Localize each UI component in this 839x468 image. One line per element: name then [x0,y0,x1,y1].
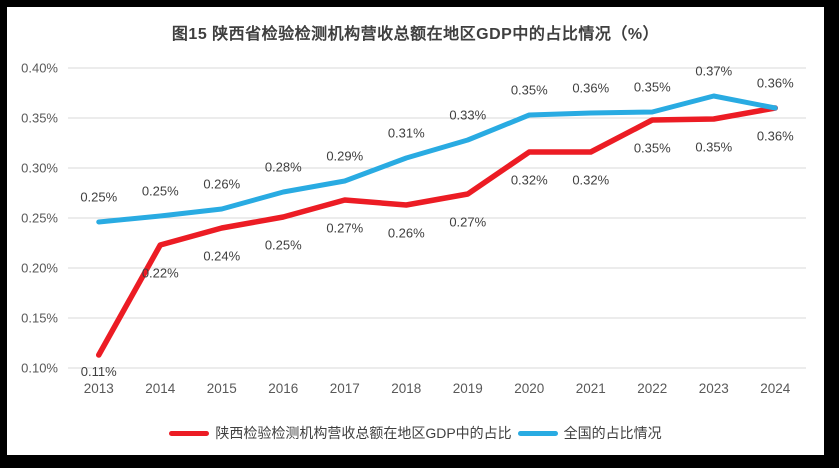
data-label-shaanxi: 0.22% [142,266,179,281]
data-label-shaanxi: 0.11% [81,364,117,379]
legend-item-shaanxi: 陕西检验检测机构营收总额在地区GDP中的占比 [169,423,512,443]
chart-plot-area: 0.40% 0.35% 0.30% 0.25% 0.20% 0.15% 0.10% 2013 2… [21,61,806,396]
x-axis-tick-label: 2016 [268,381,298,396]
data-label-national: 0.29% [326,149,363,164]
x-axis-tick-label: 2020 [514,381,544,396]
x-axis-tick-label: 2021 [576,381,606,396]
chart-frame: 图15 陕西省检验检测机构营收总额在地区GDP中的占比情况（%） 0.40% 0.… [7,7,824,455]
data-label-national: 0.36% [572,81,609,96]
x-axis-tick-label: 2014 [145,381,176,396]
data-label-shaanxi: 0.35% [634,141,671,156]
data-label-national: 0.33% [449,108,486,123]
y-axis-tick-label: 0.25% [21,211,58,226]
legend-label-national: 全国的占比情况 [563,425,662,441]
data-label-national: 0.26% [203,177,240,192]
x-axis-tick-label: 2013 [84,381,114,396]
x-axis-tick-label: 2017 [330,381,360,396]
data-label-national: 0.25% [142,184,179,199]
data-label-national: 0.25% [80,190,117,205]
data-label-national: 0.36% [757,76,794,91]
x-axis-tick-label: 2022 [637,381,667,396]
legend-line-swatch-red [169,430,210,436]
series-line-national [96,93,778,225]
data-label-national: 0.35% [634,80,671,95]
x-axis-tick-label: 2018 [391,381,421,396]
chart-title: 图15 陕西省检验检测机构营收总额在地区GDP中的占比情况（%） [171,26,660,43]
x-axis-tick-label: 2019 [453,381,483,396]
data-label-shaanxi: 0.27% [449,215,486,230]
data-label-shaanxi: 0.35% [695,140,732,155]
data-label-national: 0.28% [265,160,302,175]
chart-legend: 陕西检验检测机构营收总额在地区GDP中的占比 全国的占比情况 [7,423,824,443]
y-axis-tick-label: 0.35% [21,111,58,126]
data-label-shaanxi: 0.25% [265,238,302,253]
data-label-national: 0.37% [695,64,732,79]
legend-label-shaanxi: 陕西检验检测机构营收总额在地区GDP中的占比 [215,425,512,441]
legend-line-swatch-blue [517,430,558,436]
y-axis-tick-label: 0.15% [21,311,58,326]
x-axis-tick-label: 2015 [207,381,237,396]
data-label-shaanxi: 0.36% [757,129,794,144]
data-label-national: 0.31% [388,126,425,141]
data-label-national: 0.35% [511,83,548,98]
legend-item-national: 全国的占比情况 [517,423,662,443]
data-label-shaanxi: 0.27% [326,221,363,236]
x-axis-tick-label: 2024 [760,381,791,396]
data-label-shaanxi: 0.32% [572,173,609,188]
y-axis-tick-label: 0.10% [21,361,58,376]
data-label-shaanxi: 0.26% [388,226,425,241]
x-axis-tick-label: 2023 [699,381,729,396]
y-axis-tick-label: 0.20% [21,261,58,276]
data-label-shaanxi: 0.24% [203,249,240,264]
series-line-shaanxi [96,105,778,358]
y-axis-tick-label: 0.30% [21,161,58,176]
data-label-shaanxi: 0.32% [511,173,548,188]
y-axis-tick-label: 0.40% [21,61,58,76]
